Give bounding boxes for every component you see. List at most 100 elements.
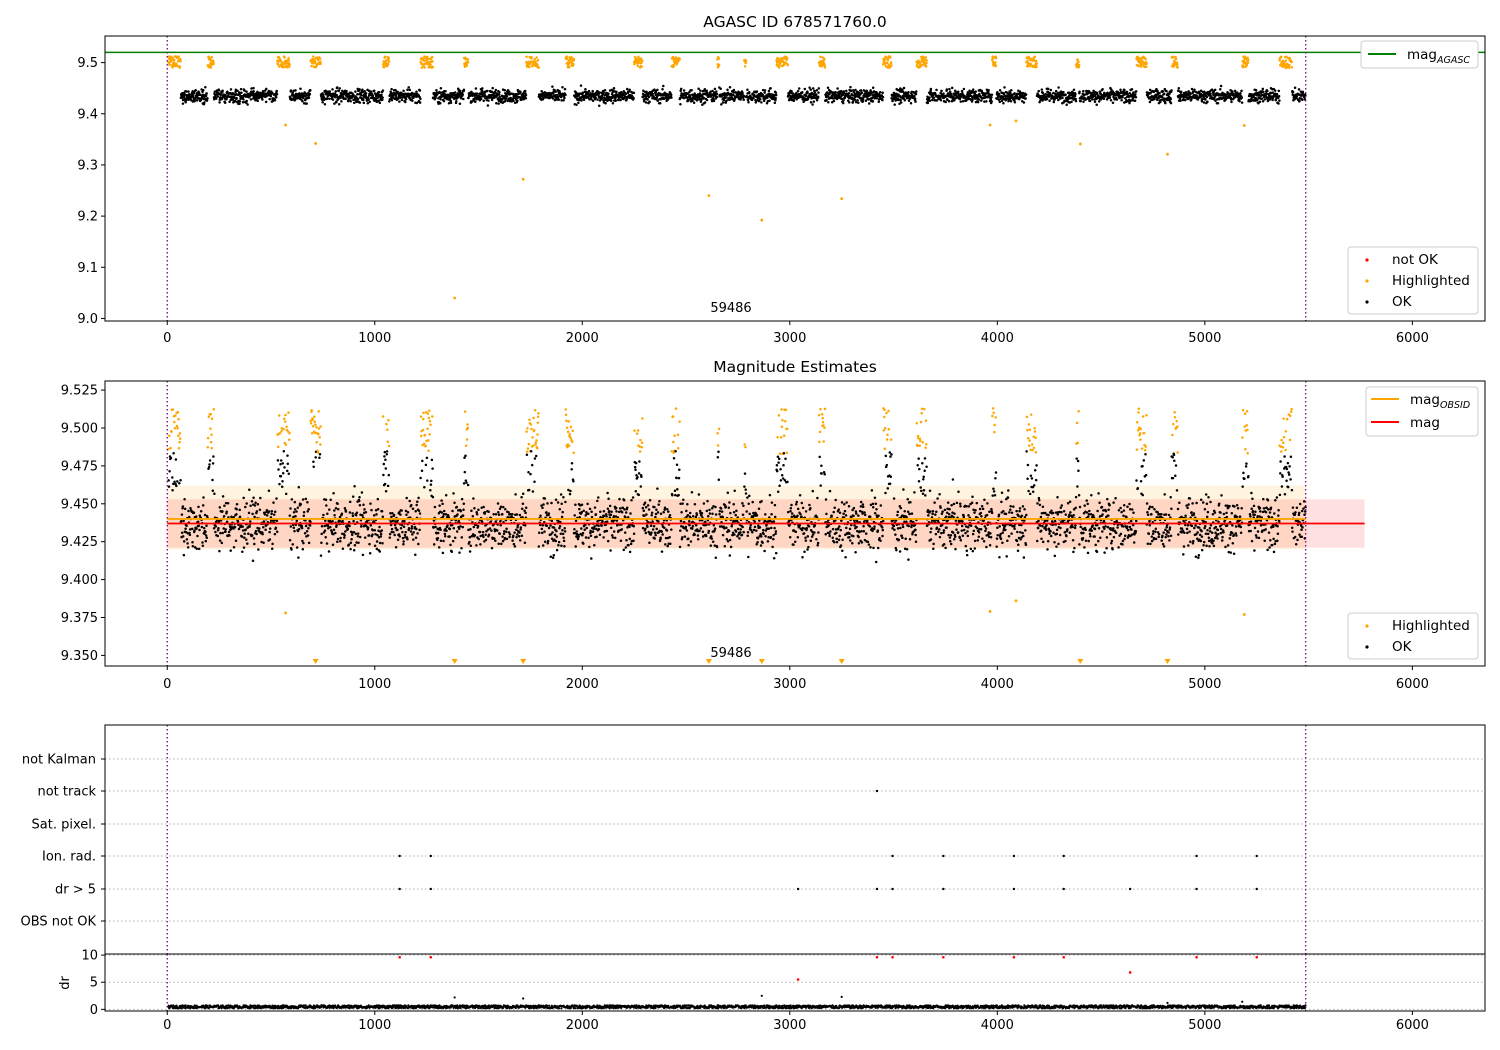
data-point	[1145, 62, 1148, 66]
estimate-point	[325, 504, 328, 507]
data-point	[881, 98, 884, 102]
estimate-point	[325, 542, 329, 545]
data-point	[924, 65, 928, 68]
estimate-point	[305, 530, 309, 533]
data-point	[325, 97, 329, 100]
data-point	[1033, 55, 1037, 58]
estimate-point	[185, 524, 188, 527]
data-point	[1144, 57, 1147, 61]
estimate-point	[323, 529, 327, 532]
data-point	[185, 90, 188, 93]
estimate-point	[200, 525, 204, 529]
data-point	[1176, 66, 1179, 69]
data-point	[512, 99, 515, 103]
estimate-point	[211, 462, 215, 465]
data-point	[458, 89, 462, 93]
estimate-point	[220, 541, 224, 545]
estimate-point	[179, 478, 182, 482]
estimate-point	[278, 431, 282, 435]
estimate-point	[417, 542, 420, 546]
estimate-point	[386, 428, 389, 432]
estimate-point	[234, 539, 238, 542]
estimate-point	[219, 531, 222, 535]
estimate-point	[258, 508, 262, 512]
estimate-point	[306, 501, 309, 504]
data-point	[860, 91, 864, 95]
estimate-point	[302, 514, 306, 517]
estimate-point	[307, 541, 311, 545]
estimate-point	[367, 534, 371, 537]
data-point	[193, 97, 197, 101]
data-point	[990, 100, 993, 103]
estimate-point	[267, 510, 271, 513]
estimate-point	[307, 526, 310, 530]
data-point	[360, 93, 363, 97]
data-point	[1266, 89, 1269, 93]
data-point	[335, 93, 338, 97]
data-point	[1216, 102, 1220, 105]
data-point	[1240, 101, 1244, 104]
data-point	[812, 100, 816, 103]
estimate-point	[209, 440, 213, 444]
data-point	[423, 66, 426, 69]
data-point	[302, 96, 305, 100]
data-point	[242, 98, 245, 101]
estimate-point	[172, 451, 175, 455]
data-point	[607, 92, 610, 95]
data-point	[195, 99, 199, 102]
estimate-point	[170, 430, 173, 434]
y-tick-label: 9.3	[77, 158, 98, 173]
data-point	[434, 96, 437, 100]
data-point	[1301, 98, 1304, 102]
data-point	[322, 98, 326, 102]
estimate-point	[332, 491, 335, 495]
data-point	[1170, 89, 1173, 92]
estimate-point	[427, 449, 430, 453]
data-point	[455, 100, 458, 103]
x-tick-label: 2000	[566, 331, 599, 346]
data-point	[572, 62, 575, 66]
estimate-point	[349, 541, 353, 544]
estimate-point	[410, 503, 413, 507]
estimate-point	[334, 531, 337, 535]
data-point	[670, 96, 673, 99]
data-point	[503, 99, 507, 103]
data-point	[817, 87, 821, 90]
data-point	[742, 94, 746, 98]
data-point	[479, 97, 483, 101]
data-point	[815, 99, 819, 102]
estimate-point	[307, 508, 310, 511]
estimate-point	[182, 519, 185, 523]
estimate-point	[211, 478, 214, 482]
estimate-point	[400, 509, 403, 512]
data-point	[907, 90, 910, 94]
data-point	[692, 101, 696, 105]
estimate-point	[289, 507, 292, 510]
estimate-point	[333, 514, 336, 517]
estimate-point	[172, 482, 175, 486]
data-point	[1189, 92, 1192, 96]
data-point	[792, 99, 796, 102]
y-tick-label: 9.0	[77, 312, 98, 327]
data-point	[1108, 96, 1112, 100]
data-point	[368, 100, 371, 104]
estimate-point	[336, 537, 340, 541]
data-point	[177, 55, 180, 58]
estimate-point	[249, 520, 252, 523]
data-point	[763, 89, 767, 92]
data-point	[1049, 88, 1053, 92]
data-point	[376, 96, 379, 100]
data-point	[1209, 92, 1212, 96]
estimate-point	[416, 532, 419, 535]
x-tick-label: 5000	[1188, 331, 1221, 346]
estimate-point	[439, 539, 443, 542]
data-point	[212, 62, 215, 66]
data-point	[612, 86, 616, 90]
data-point	[438, 91, 442, 95]
estimate-point	[183, 507, 187, 511]
estimate-point	[433, 505, 437, 509]
data-point	[1009, 100, 1013, 103]
data-point	[1247, 58, 1250, 62]
estimate-point	[256, 503, 260, 506]
estimate-point	[281, 462, 285, 465]
